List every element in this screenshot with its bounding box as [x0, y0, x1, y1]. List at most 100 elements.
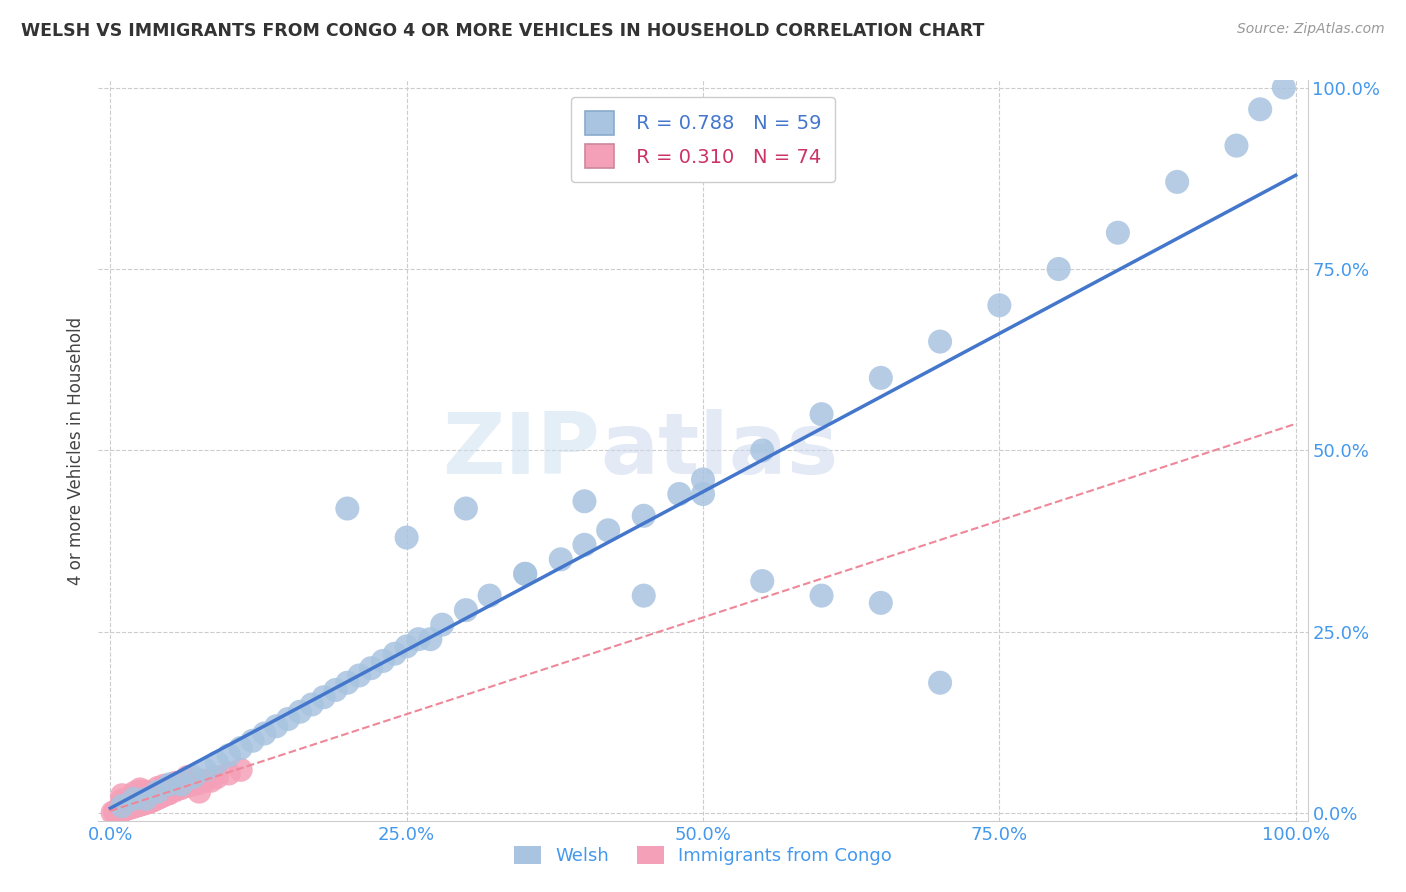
Y-axis label: 4 or more Vehicles in Household: 4 or more Vehicles in Household — [66, 317, 84, 584]
Point — [141, 786, 163, 800]
Point — [929, 334, 952, 349]
Point — [515, 566, 537, 581]
Point — [347, 668, 370, 682]
Point — [692, 473, 714, 487]
Point — [143, 792, 166, 806]
Point — [124, 799, 146, 814]
Point — [146, 780, 169, 795]
Point — [138, 795, 160, 809]
Point — [478, 589, 501, 603]
Point — [135, 784, 157, 798]
Point — [149, 789, 172, 804]
Point — [115, 801, 138, 815]
Point — [129, 782, 152, 797]
Point — [146, 784, 169, 798]
Point — [188, 784, 211, 798]
Text: atlas: atlas — [600, 409, 838, 492]
Point — [253, 726, 276, 740]
Point — [218, 748, 240, 763]
Point — [229, 741, 252, 756]
Point — [188, 776, 211, 790]
Point — [105, 804, 128, 818]
Point — [156, 787, 179, 801]
Point — [152, 779, 174, 793]
Point — [218, 766, 240, 780]
Point — [360, 661, 382, 675]
Point — [371, 654, 394, 668]
Point — [111, 789, 134, 803]
Point — [170, 777, 193, 791]
Point — [264, 719, 287, 733]
Point — [114, 797, 136, 812]
Point — [1047, 262, 1070, 277]
Point — [159, 777, 181, 791]
Point — [454, 501, 477, 516]
Point — [205, 756, 228, 770]
Point — [121, 800, 143, 814]
Point — [633, 508, 655, 523]
Point — [408, 632, 430, 647]
Point — [325, 683, 347, 698]
Point — [101, 805, 124, 820]
Point — [105, 805, 128, 819]
Point — [125, 798, 148, 813]
Point — [988, 298, 1011, 312]
Point — [114, 802, 136, 816]
Point — [176, 770, 198, 784]
Point — [122, 789, 145, 803]
Point — [181, 773, 204, 788]
Point — [134, 796, 156, 810]
Point — [810, 589, 832, 603]
Point — [1166, 175, 1188, 189]
Point — [176, 779, 198, 793]
Point — [129, 790, 152, 805]
Legend: Welsh, Immigrants from Congo: Welsh, Immigrants from Congo — [505, 837, 901, 874]
Point — [118, 800, 141, 814]
Point — [395, 531, 418, 545]
Point — [165, 783, 187, 797]
Point — [159, 786, 181, 800]
Point — [159, 779, 181, 793]
Point — [111, 799, 134, 814]
Point — [692, 487, 714, 501]
Point — [869, 371, 891, 385]
Point — [108, 800, 131, 814]
Point — [668, 487, 690, 501]
Point — [170, 780, 193, 795]
Point — [869, 596, 891, 610]
Point — [111, 793, 134, 807]
Point — [104, 805, 127, 819]
Point — [242, 733, 264, 747]
Point — [131, 797, 153, 811]
Point — [120, 800, 142, 814]
Point — [135, 796, 157, 810]
Point — [194, 773, 217, 788]
Point — [136, 796, 159, 810]
Point — [114, 802, 136, 816]
Point — [229, 763, 252, 777]
Point — [384, 647, 406, 661]
Point — [200, 773, 222, 788]
Point — [419, 632, 441, 647]
Point — [633, 589, 655, 603]
Point — [170, 777, 193, 791]
Point — [165, 776, 187, 790]
Text: ZIP: ZIP — [443, 409, 600, 492]
Point — [141, 793, 163, 807]
Point — [312, 690, 335, 705]
Point — [111, 803, 134, 817]
Point — [181, 777, 204, 791]
Point — [301, 698, 323, 712]
Point — [1225, 138, 1247, 153]
Point — [395, 640, 418, 654]
Text: Source: ZipAtlas.com: Source: ZipAtlas.com — [1237, 22, 1385, 37]
Point — [550, 552, 572, 566]
Point — [515, 566, 537, 581]
Point — [110, 804, 132, 818]
Point — [139, 794, 162, 808]
Point — [129, 797, 152, 811]
Point — [117, 792, 139, 806]
Point — [142, 793, 165, 807]
Point — [205, 770, 228, 784]
Point — [122, 792, 145, 806]
